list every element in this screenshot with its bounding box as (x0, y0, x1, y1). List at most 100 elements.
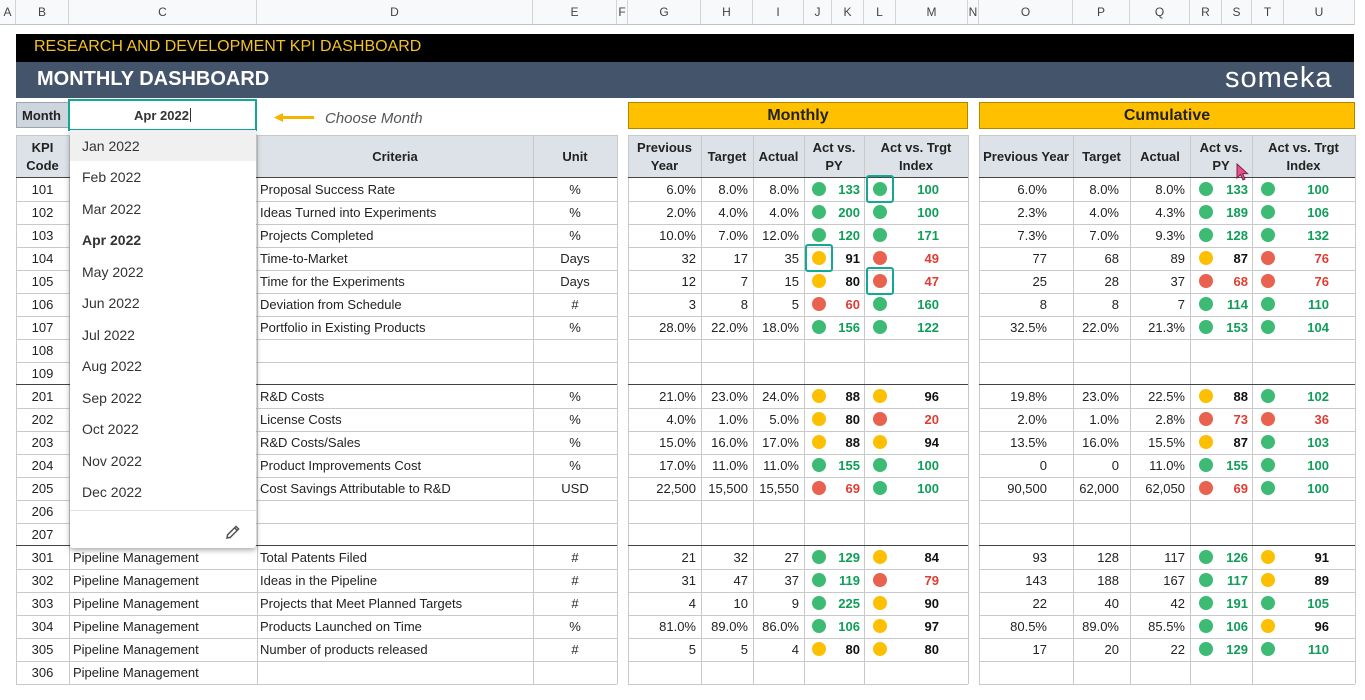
month-option[interactable]: Mar 2022 (82, 200, 142, 217)
criteria-cell: Projects Completed (260, 228, 374, 243)
criteria-cell: R&D Costs (260, 389, 325, 404)
month-option[interactable]: Dec 2022 (82, 484, 142, 500)
text-cursor (189, 108, 191, 122)
status-dot-icon (812, 182, 826, 196)
grid-line (628, 661, 968, 662)
dashboard-subtitle: MONTHLY DASHBOARD (37, 68, 270, 90)
monthly-act-vs-trgt-cell: 20 (924, 412, 939, 427)
month-option[interactable]: Sep 2022 (82, 389, 142, 406)
month-option[interactable]: May 2022 (82, 263, 144, 280)
column-letter-header[interactable]: G (628, 0, 701, 25)
month-option[interactable]: Jun 2022 (82, 295, 140, 311)
cum-actual-cell: 21.3% (1148, 320, 1185, 335)
grid-line (628, 135, 968, 136)
status-dot-icon (812, 389, 826, 403)
column-letter-header[interactable]: U (1284, 0, 1355, 25)
monthly-act-vs-trgt-cell: 160 (917, 297, 939, 312)
cum-act-vs-py-cell: 87 (1233, 251, 1248, 266)
monthly-actual-cell: 9 (791, 596, 799, 611)
column-letter-header[interactable]: S (1222, 0, 1252, 25)
month-option[interactable]: Jul 2022 (82, 326, 135, 343)
column-letter-header[interactable]: I (753, 0, 804, 25)
column-letter-header[interactable]: F (617, 0, 628, 25)
month-option[interactable]: Jan 2022 (70, 130, 256, 161)
column-letter-header[interactable]: C (69, 0, 257, 25)
grid-line (16, 684, 617, 685)
month-option[interactable]: Aug 2022 (82, 358, 142, 374)
header-cum-act-vs-trgt: Act vs. Trgt Index (1268, 139, 1339, 173)
grid-line (16, 339, 617, 340)
monthly-actual-cell: 35 (784, 251, 799, 266)
cum-act-vs-trgt-cell: 36 (1314, 412, 1329, 427)
grid-line (16, 201, 617, 202)
grid-line (16, 638, 617, 639)
column-letter-header[interactable]: O (979, 0, 1073, 25)
kpi-code-cell: 204 (31, 458, 54, 473)
monthly-act-vs-trgt-cell: 80 (924, 642, 939, 657)
grid-line (628, 247, 968, 248)
kpi-code-cell: 304 (31, 619, 54, 634)
header-cum-act-vs-py: Act vs. PY (1199, 139, 1243, 173)
column-letter-header[interactable]: Q (1130, 0, 1190, 25)
mouse-pointer-icon (1236, 163, 1249, 181)
status-dot-icon (873, 297, 887, 311)
status-dot-icon (812, 458, 826, 472)
column-letter-header[interactable]: B (16, 0, 69, 25)
column-letter-header[interactable]: P (1073, 0, 1130, 25)
status-dot-icon (1199, 458, 1213, 472)
column-letter-header[interactable]: H (701, 0, 753, 25)
month-option[interactable]: Oct 2022 (82, 421, 139, 437)
grid-line (979, 545, 1355, 546)
cum-target-cell: 68 (1104, 251, 1119, 266)
grid-line (628, 270, 968, 271)
criteria-cell: Ideas Turned into Experiments (260, 205, 437, 220)
cum-act-vs-trgt-cell: 104 (1307, 320, 1329, 335)
cum-previous-year-cell: 22 (1032, 596, 1047, 611)
column-letter-header[interactable]: D (257, 0, 533, 25)
criteria-cell: R&D Costs/Sales (260, 435, 361, 450)
month-option[interactable]: Nov 2022 (82, 452, 142, 469)
monthly-act-vs-py-cell: 69 (845, 481, 860, 496)
column-letter-header[interactable]: A (0, 0, 16, 25)
monthly-target-cell: 8.0% (718, 182, 748, 197)
cum-actual-cell: 11.0% (1149, 458, 1185, 473)
category-cell: Pipeline Management (73, 550, 199, 565)
criteria-cell: Products Launched on Time (260, 619, 422, 634)
monthly-act-vs-py-cell: 91 (845, 251, 860, 266)
column-letter-header[interactable]: R (1190, 0, 1222, 25)
column-letter-header[interactable]: E (533, 0, 617, 25)
kpi-code-cell: 205 (31, 481, 54, 496)
column-letter-header[interactable]: K (832, 0, 864, 25)
month-select[interactable]: Apr 2022 (68, 99, 257, 131)
status-dot-icon (873, 642, 887, 656)
monthly-act-vs-trgt-cell: 94 (924, 435, 939, 450)
cum-actual-cell: 167 (1163, 573, 1185, 588)
monthly-previous-year-cell: 81.0% (659, 619, 696, 634)
column-letter-header[interactable]: N (968, 0, 979, 25)
kpi-code-cell: 105 (31, 274, 54, 289)
cum-previous-year-cell: 19.8% (1010, 389, 1047, 404)
grid-line (257, 135, 258, 684)
column-letter-header[interactable]: M (896, 0, 968, 25)
column-letter-header[interactable]: T (1252, 0, 1284, 25)
criteria-cell: Ideas in the Pipeline (260, 573, 378, 588)
month-option[interactable]: Apr 2022 (82, 232, 142, 248)
column-letter-header[interactable]: L (864, 0, 896, 25)
month-option[interactable]: Feb 2022 (82, 169, 142, 185)
cum-previous-year-cell: 17 (1032, 642, 1047, 657)
criteria-cell (260, 661, 533, 684)
cum-target-cell: 23.0% (1082, 389, 1119, 404)
monthly-actual-cell: 27 (784, 550, 799, 565)
status-dot-icon (873, 596, 887, 610)
pencil-icon[interactable] (224, 523, 242, 541)
cum-target-cell: 16.0% (1082, 435, 1119, 450)
monthly-actual-cell: 4.0% (769, 205, 799, 220)
grid-line (628, 224, 968, 225)
kpi-code-cell: 107 (31, 320, 54, 335)
column-letter-header[interactable]: J (804, 0, 832, 25)
grid-line (16, 135, 17, 684)
grid-line (628, 431, 968, 432)
cum-act-vs-trgt-cell: 102 (1307, 389, 1329, 404)
cum-act-vs-trgt-cell: 110 (1308, 642, 1329, 657)
cum-act-vs-trgt-cell: 89 (1314, 573, 1329, 588)
